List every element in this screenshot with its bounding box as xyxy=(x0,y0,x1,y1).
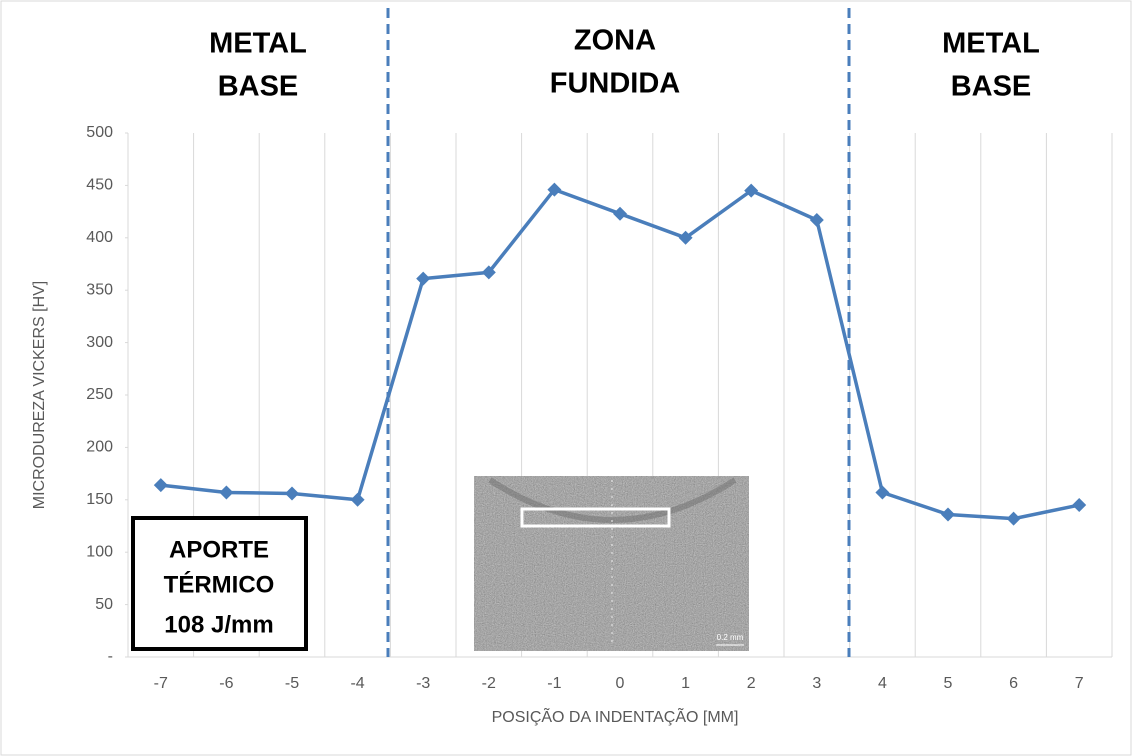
heat-input-text: TÉRMICO xyxy=(164,570,275,598)
data-point xyxy=(547,182,562,197)
data-point xyxy=(809,212,824,227)
zone-label: BASE xyxy=(218,71,299,103)
x-tick-label: -6 xyxy=(219,675,233,692)
data-point xyxy=(613,206,627,221)
x-tick-label: 3 xyxy=(812,675,821,692)
heat-input-text: 108 J/mm xyxy=(164,611,273,638)
inset-highlight xyxy=(520,507,671,528)
y-tick-label: 300 xyxy=(86,334,113,351)
data-point xyxy=(678,230,693,245)
y-tick-label: 400 xyxy=(86,229,113,246)
y-tick-label: 450 xyxy=(86,177,113,194)
y-tick-label: 200 xyxy=(86,439,113,456)
x-tick-label: 6 xyxy=(1009,675,1018,692)
x-axis-label: POSIÇÃO DA INDENTAÇÃO [MM] xyxy=(492,706,739,726)
y-tick-label: 150 xyxy=(86,491,113,508)
data-point xyxy=(875,485,890,500)
y-tick-label: 50 xyxy=(95,596,113,613)
x-tick-label: -7 xyxy=(154,675,168,692)
zone-label: BASE xyxy=(951,71,1032,103)
y-tick-label: - xyxy=(108,648,113,665)
x-tick-label: -4 xyxy=(350,675,364,692)
zone-label: ZONA xyxy=(574,25,656,57)
micrograph-inset: 0.2 mm xyxy=(474,476,749,651)
x-tick-label: -1 xyxy=(547,675,561,692)
data-point xyxy=(416,271,431,286)
x-tick-label: 4 xyxy=(878,675,887,692)
x-tick-label: 5 xyxy=(944,675,953,692)
x-tick-label: -5 xyxy=(285,675,299,692)
data-point xyxy=(153,478,168,493)
data-point xyxy=(1006,511,1021,526)
data-point xyxy=(219,485,234,500)
inset-scale-label: 0.2 mm xyxy=(717,633,744,642)
x-tick-label: -3 xyxy=(416,675,430,692)
zone-label: METAL xyxy=(942,28,1040,60)
x-tick-label: 1 xyxy=(681,675,690,692)
heat-input-box xyxy=(131,516,308,651)
data-point xyxy=(285,486,299,501)
x-tick-label: 2 xyxy=(747,675,756,692)
data-point xyxy=(744,183,759,198)
y-tick-label: 100 xyxy=(86,543,113,560)
y-tick-label: 500 xyxy=(86,124,113,141)
x-tick-label: 0 xyxy=(616,675,625,692)
heat-input-text: APORTE xyxy=(169,536,269,563)
data-point xyxy=(350,492,365,507)
x-tick-label: 7 xyxy=(1075,675,1084,692)
y-tick-label: 250 xyxy=(86,386,113,403)
data-point xyxy=(1072,498,1087,513)
data-point xyxy=(941,507,955,522)
y-axis-label: MICRODUREZA VICKERS [HV] xyxy=(31,281,48,509)
data-point xyxy=(481,265,496,280)
x-tick-label: -2 xyxy=(482,675,496,692)
inset-weld-outline xyxy=(488,477,737,523)
zone-label: METAL xyxy=(209,28,307,60)
y-tick-label: 350 xyxy=(86,281,113,298)
zone-label: FUNDIDA xyxy=(550,68,681,100)
